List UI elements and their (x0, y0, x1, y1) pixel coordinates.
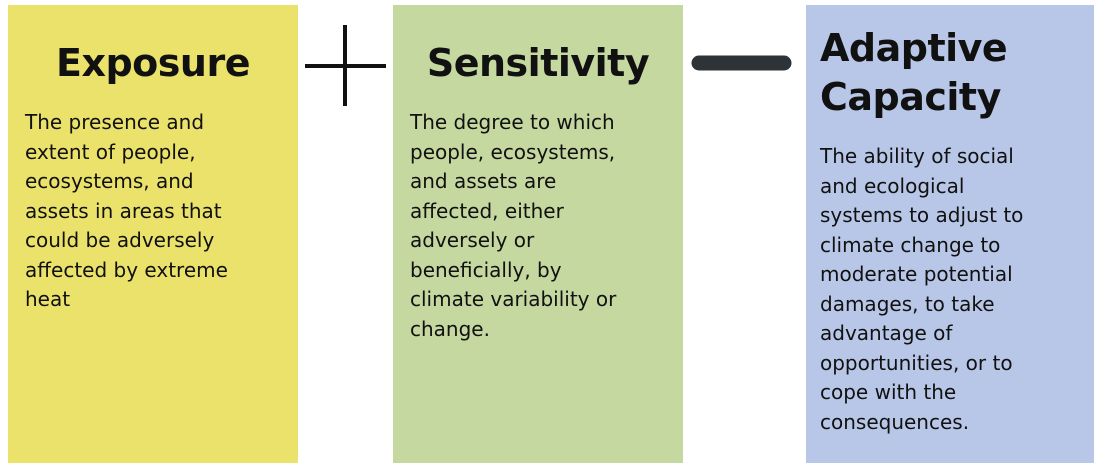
text-line: extent of people, (25, 139, 196, 164)
text-line: advantage of (820, 321, 953, 345)
box-description: The ability of social and ecological syste… (820, 142, 1023, 437)
text-line: damages, to take (820, 291, 995, 316)
text-line: could be adversely (25, 228, 215, 252)
text-line: ecosystems, and (25, 169, 194, 193)
text-line: The ability of social (820, 144, 1014, 168)
text-line: consequences. (820, 409, 970, 434)
exposure-box: Exposure The presence and extent of peopl… (8, 5, 298, 463)
text-line: and assets are (410, 169, 557, 193)
box-title: Adaptive Capacity (820, 24, 1008, 122)
text-line: Capacity (820, 75, 1001, 119)
text-line: Adaptive (820, 26, 1008, 70)
box-description: The presence and extent of people, ecosyst… (25, 108, 228, 315)
text-line: opportunities, or to (820, 350, 1013, 375)
sensitivity-box: Sensitivity The degree to which people, e… (393, 5, 683, 463)
text-line: beneficially, by (410, 257, 562, 282)
text-line: affected by extreme (25, 257, 228, 282)
text-line: and ecological (820, 173, 965, 198)
text-line: Sensitivity (426, 41, 650, 85)
text-line: change. (410, 316, 490, 341)
text-line: The presence and (25, 110, 205, 134)
text-line: systems to adjust to (820, 203, 1024, 227)
adaptive-capacity-box: Adaptive Capacity The ability of social an… (806, 5, 1094, 463)
text-line: assets in areas that (25, 198, 222, 223)
text-line: Exposure (56, 41, 250, 85)
text-line: cope with the (820, 380, 957, 404)
text-line: climate variability or (410, 287, 617, 311)
text-line: moderate potential (820, 262, 1013, 286)
text-line: climate change to (820, 232, 1001, 257)
text-line: people, ecosystems, (410, 139, 616, 164)
text-line: heat (25, 287, 71, 311)
text-line: adversely or (410, 228, 535, 252)
box-title: Exposure (8, 39, 298, 88)
box-title: Sensitivity (393, 39, 683, 88)
box-description: The degree to which people, ecosystems, an… (410, 108, 616, 344)
text-line: The degree to which (410, 110, 615, 134)
text-line: affected, either (410, 198, 564, 223)
